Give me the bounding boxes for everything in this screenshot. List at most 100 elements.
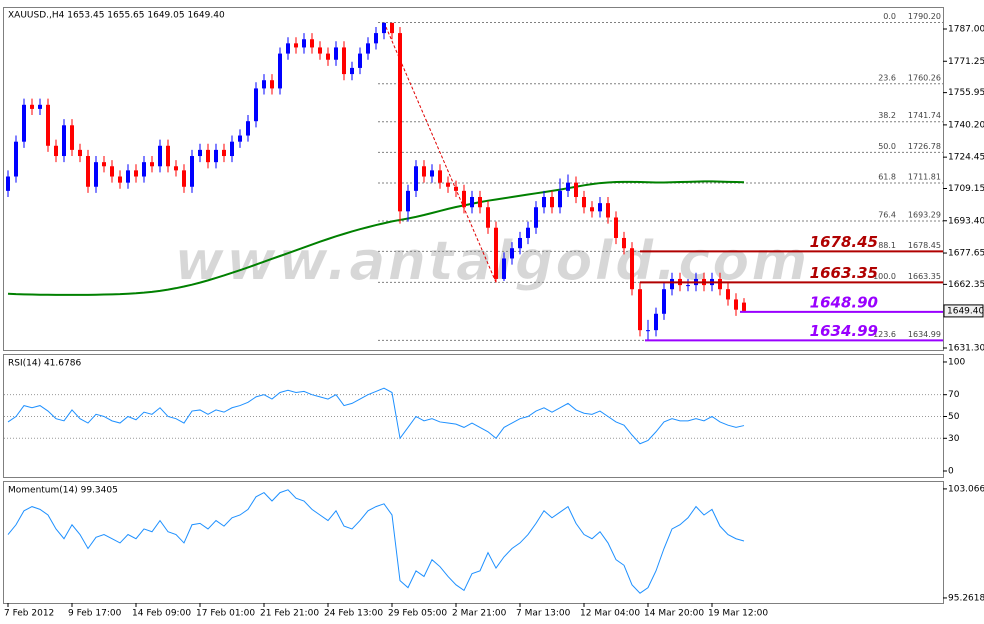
x-tick-label: 17 Feb 01:00 — [196, 609, 255, 619]
candle-body — [542, 196, 546, 208]
indicator-line — [7, 387, 745, 445]
y-tick-label: 1771.25 — [948, 57, 984, 67]
momentum-pane — [3, 481, 944, 604]
x-tick-label: 14 Mar 20:00 — [644, 609, 704, 619]
fib-level-label: 50.0 — [878, 142, 896, 151]
candle-body — [582, 196, 586, 208]
candle-body — [222, 149, 226, 157]
candle-body — [430, 170, 434, 177]
y-tick-label: 70 — [948, 390, 960, 400]
candle-body — [62, 125, 66, 157]
candle-body — [406, 190, 410, 212]
candle-body — [390, 22, 394, 34]
candle-body — [566, 182, 570, 191]
y-tick-label: 0 — [948, 467, 954, 477]
candle-body — [230, 141, 234, 157]
x-tick-label: 14 Feb 09:00 — [132, 609, 191, 619]
x-tick-label: 12 Mar 04:00 — [580, 609, 640, 619]
y-tick-label: 1709.15 — [948, 184, 984, 194]
candle-body — [158, 145, 162, 167]
level-label: 1634.99 — [810, 322, 878, 340]
candle-body — [502, 258, 506, 279]
y-tick-label: 103.066 — [948, 484, 984, 494]
level-label: 1678.45 — [810, 233, 878, 251]
candle-body — [462, 190, 466, 208]
level-label: 1648.90 — [810, 293, 878, 311]
candle-body — [102, 162, 106, 167]
candle-body — [342, 47, 346, 75]
candle-body — [70, 125, 74, 150]
y-tick-label: 1677.65 — [948, 249, 984, 259]
candle-body — [198, 149, 202, 157]
candle-body — [646, 330, 650, 332]
candle-body — [526, 227, 530, 238]
candle-body — [254, 88, 258, 122]
candle-body — [286, 43, 290, 54]
candle-body — [558, 190, 562, 208]
y-tick-label: 50 — [948, 412, 960, 422]
candle-body — [374, 33, 378, 44]
moving-average — [7, 180, 745, 296]
candle-body — [14, 141, 18, 177]
candle-body — [142, 162, 146, 177]
fib-level-label: 76.4 — [878, 210, 896, 219]
x-tick-label: 7 Feb 2012 — [4, 609, 54, 619]
fib-price-label: 1760.26 — [908, 73, 941, 82]
fib-price-label: 1634.99 — [908, 330, 941, 339]
fib-price-label: 1663.35 — [908, 272, 941, 281]
last-price-box — [943, 304, 984, 318]
candle-body — [270, 80, 274, 89]
candle-body — [654, 313, 658, 331]
y-tick-label: 95.2618 — [948, 593, 984, 603]
candle-body — [590, 207, 594, 212]
last-price-label: 1649.40 — [947, 306, 984, 316]
candle-body — [550, 196, 554, 208]
candle-body — [478, 196, 482, 208]
candle-body — [510, 248, 514, 259]
candle-body — [470, 196, 474, 208]
x-tick-label: 2 Mar 21:00 — [452, 609, 507, 619]
fib-price-label: 1726.78 — [908, 142, 941, 151]
candle-body — [166, 145, 170, 167]
x-tick-label: 29 Feb 05:00 — [388, 609, 447, 619]
x-tick-label: 19 Mar 12:00 — [708, 609, 768, 619]
fib-level-label: 88.1 — [878, 241, 896, 250]
candle-body — [182, 170, 186, 187]
candle-body — [358, 53, 362, 68]
candle-body — [302, 39, 306, 48]
candle-body — [350, 67, 354, 75]
candle-body — [630, 248, 634, 290]
candle-body — [294, 43, 298, 48]
candle-body — [334, 47, 338, 60]
candle-body — [622, 237, 626, 249]
fib-price-label: 1678.45 — [908, 241, 941, 250]
candle-body — [718, 278, 722, 290]
candle-body — [94, 162, 98, 187]
candle-body — [214, 149, 218, 163]
candle-body — [366, 43, 370, 54]
candle-body — [206, 149, 210, 163]
y-tick-label: 1662.35 — [948, 280, 984, 290]
y-tick-label: 1755.95 — [948, 88, 984, 98]
candle-body — [614, 217, 618, 238]
candle-body — [278, 53, 282, 89]
fib-price-label: 1693.29 — [908, 210, 941, 219]
candle-body — [38, 104, 42, 109]
y-tick-label: 30 — [948, 434, 960, 444]
y-tick-label: 1724.45 — [948, 153, 984, 163]
indicator-line — [7, 489, 745, 594]
chart-title: XAUUSD.,H4 1653.45 1655.65 1649.05 1649.… — [8, 11, 225, 21]
candle-body — [414, 166, 418, 191]
y-tick-label: 1740.20 — [948, 120, 984, 130]
candle-body — [326, 53, 330, 60]
fib-level-label: 23.6 — [878, 73, 896, 82]
fib-level-label: 100.0 — [873, 272, 896, 281]
candle-body — [6, 176, 10, 191]
fib-price-label: 1790.20 — [908, 12, 941, 21]
fib-trendline — [383, 22, 497, 283]
candle-body — [150, 162, 154, 167]
y-tick-label: 100 — [948, 357, 965, 367]
candle-body — [606, 203, 610, 218]
candle-body — [310, 39, 314, 48]
